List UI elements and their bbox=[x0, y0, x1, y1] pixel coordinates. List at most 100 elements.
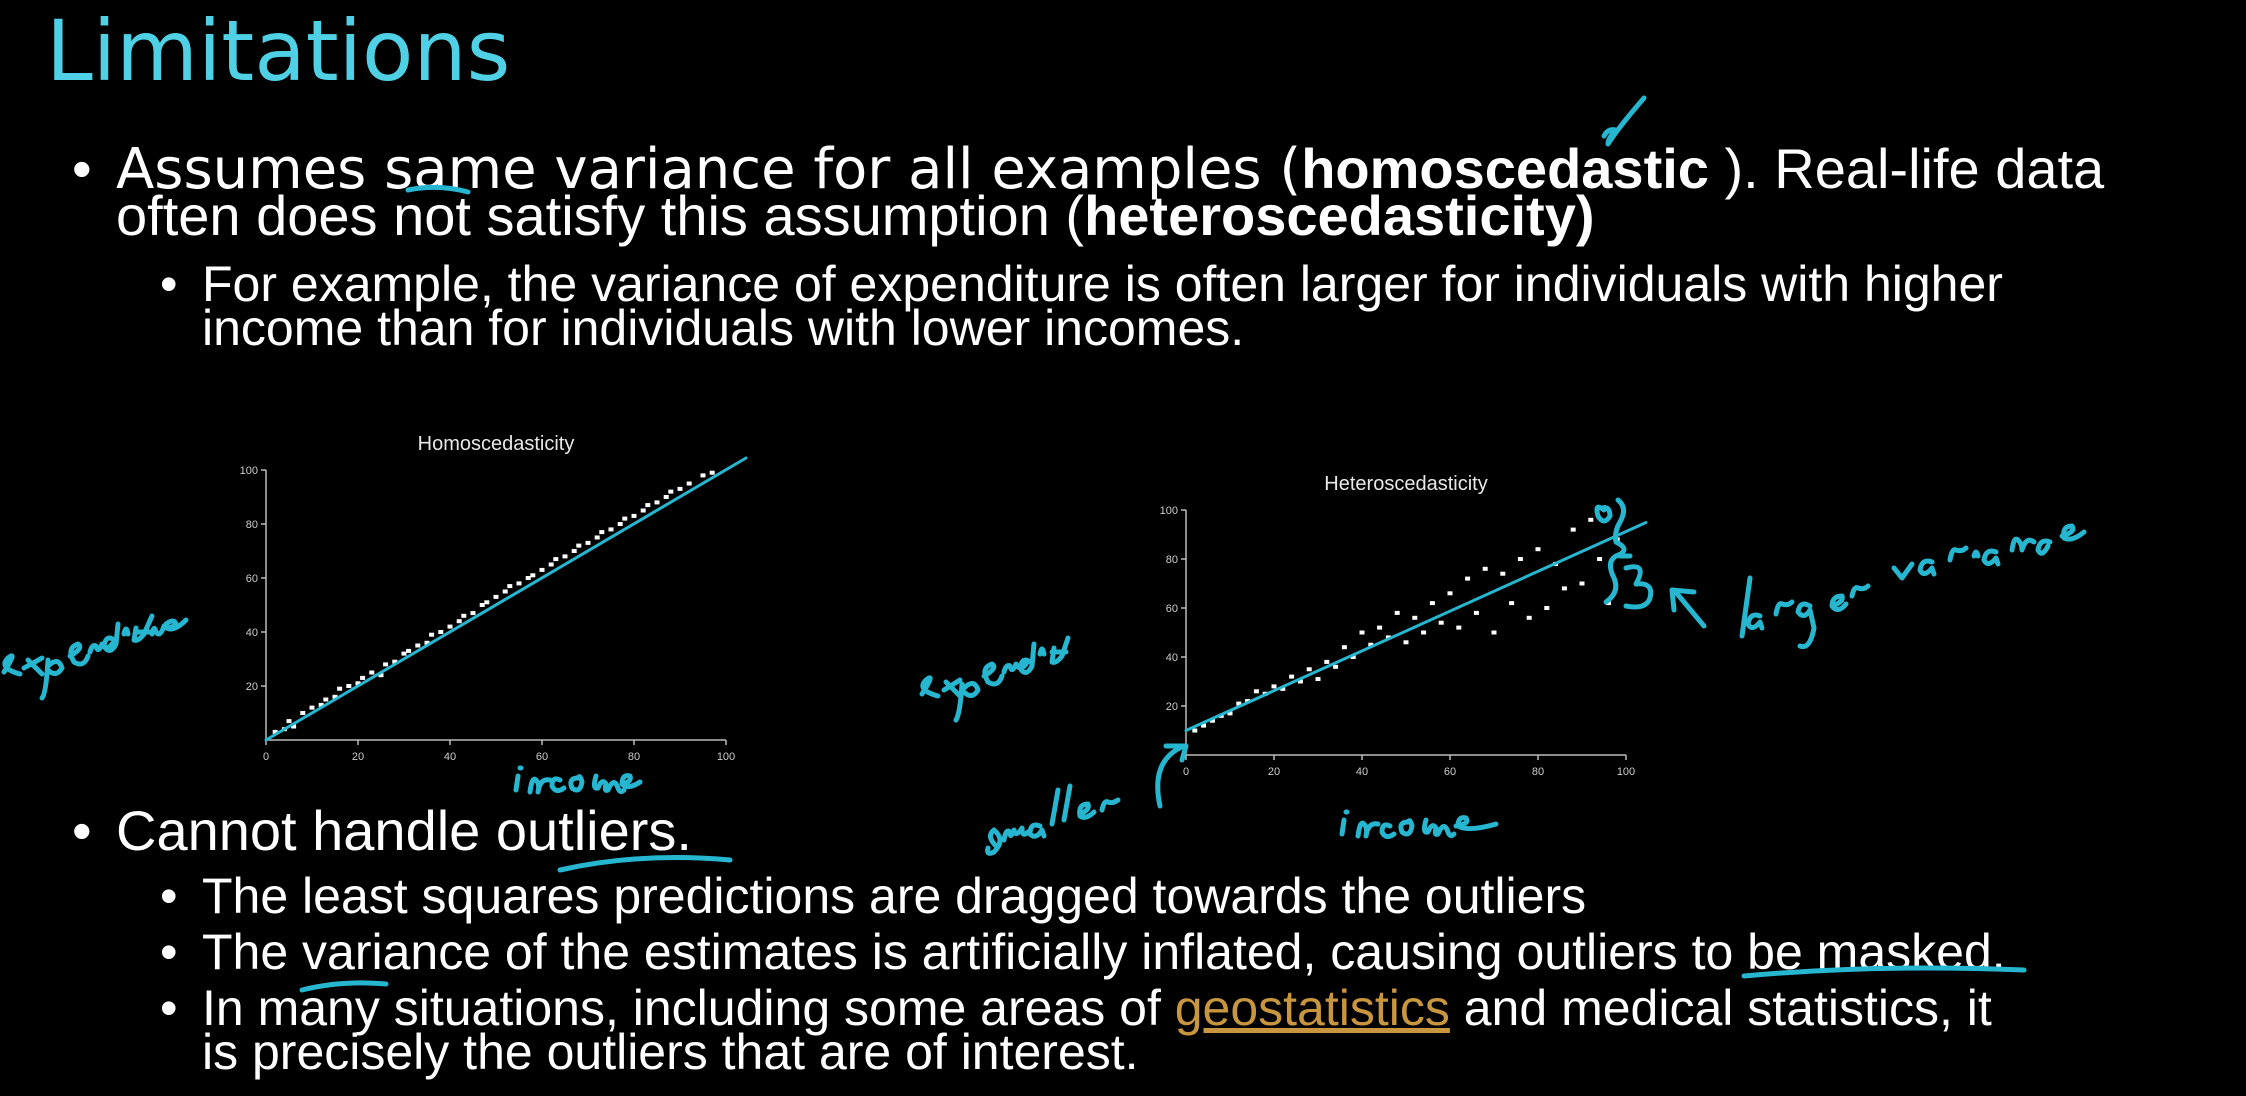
data-point bbox=[1473, 610, 1479, 615]
handwriting-income-right bbox=[1339, 809, 1499, 840]
bullet-line-2: often does not satisfy this assumption (… bbox=[116, 184, 1595, 247]
handwriting-larger-variance bbox=[1739, 523, 2087, 650]
data-point bbox=[1588, 517, 1594, 522]
x-tick-label: 100 bbox=[717, 751, 735, 763]
data-point bbox=[1491, 630, 1497, 635]
homoscedasticity-chart: Homoscedasticity 0 20 40 60 80 100 20 40 60 80 100 bbox=[230, 425, 770, 785]
data-point bbox=[1192, 728, 1198, 733]
data-point bbox=[1421, 630, 1427, 635]
x-tick-label: 80 bbox=[1532, 766, 1544, 778]
data-point bbox=[337, 686, 343, 691]
x-tick-label: 20 bbox=[352, 751, 364, 763]
y-tick-label: 60 bbox=[1166, 603, 1178, 615]
bullet-dot: • bbox=[160, 924, 178, 980]
data-point bbox=[1403, 640, 1409, 645]
x-tick-label: 40 bbox=[1356, 766, 1368, 778]
data-point bbox=[415, 643, 421, 648]
y-tick-label: 40 bbox=[246, 627, 258, 639]
x-tick-label: 0 bbox=[1183, 766, 1189, 778]
data-point bbox=[392, 659, 398, 664]
data-point bbox=[571, 549, 577, 553]
data-point bbox=[1429, 601, 1435, 606]
data-point bbox=[525, 576, 531, 580]
data-point bbox=[1597, 557, 1603, 561]
data-point bbox=[700, 473, 706, 478]
data-point bbox=[300, 711, 306, 715]
data-point bbox=[585, 540, 591, 545]
data-point bbox=[401, 651, 407, 656]
data-point bbox=[622, 516, 628, 521]
bullet-homoscedastic: • Assumes same variance for all examples… bbox=[72, 141, 2104, 247]
data-point bbox=[1297, 679, 1303, 684]
data-point bbox=[1227, 711, 1233, 716]
y-tick-label: 80 bbox=[246, 519, 258, 531]
bullet-outliers: • Cannot handle outliers. bbox=[72, 799, 692, 862]
x-tick-label: 40 bbox=[444, 751, 456, 763]
data-point bbox=[424, 640, 430, 645]
y-tick-label: 40 bbox=[1166, 652, 1178, 664]
data-point bbox=[1465, 576, 1471, 581]
data-point bbox=[406, 648, 412, 653]
sub-bullet-expenditure-example: • For example, the variance of expenditu… bbox=[160, 256, 2003, 356]
slide-title: Limitations bbox=[46, 2, 511, 100]
data-point bbox=[1482, 566, 1488, 571]
data-point bbox=[484, 600, 490, 605]
y-tick-label: 100 bbox=[240, 465, 258, 477]
trend-line bbox=[1184, 521, 1648, 732]
chart-title: Homoscedasticity bbox=[418, 433, 575, 455]
data-point bbox=[1377, 625, 1383, 630]
data-point bbox=[1359, 630, 1365, 635]
handwriting-smaller bbox=[985, 783, 1121, 856]
data-point bbox=[360, 675, 366, 680]
bullet-dot: • bbox=[160, 868, 178, 924]
y-tick-label: 20 bbox=[246, 681, 258, 693]
data-point bbox=[1544, 606, 1550, 610]
chart-title: Heteroscedasticity bbox=[1324, 473, 1487, 495]
data-point bbox=[272, 729, 278, 734]
bullet-dot: • bbox=[160, 980, 178, 1036]
x-tick-label: 0 bbox=[263, 751, 269, 763]
geostatistics-link[interactable]: geostatistics bbox=[1174, 980, 1450, 1036]
data-point bbox=[548, 562, 554, 567]
data-point bbox=[640, 508, 646, 513]
data-point bbox=[663, 495, 669, 499]
data-point bbox=[654, 500, 660, 505]
data-point bbox=[1315, 677, 1321, 682]
data-point bbox=[1253, 689, 1259, 694]
data-point bbox=[369, 670, 375, 675]
term-homoscedastic: homoscedastic bbox=[1301, 137, 1709, 200]
data-point bbox=[1306, 667, 1312, 672]
sub-bullet-masked: • The variance of the estimates is artif… bbox=[160, 924, 2006, 980]
data-point bbox=[438, 630, 444, 634]
data-point bbox=[562, 554, 568, 559]
data-point bbox=[470, 611, 476, 616]
data-point bbox=[1561, 586, 1567, 591]
data-point bbox=[493, 594, 499, 599]
y-tick-label: 20 bbox=[1166, 701, 1178, 713]
data-point bbox=[1280, 686, 1286, 691]
data-point bbox=[1535, 547, 1541, 552]
data-point bbox=[1333, 664, 1339, 669]
data-point bbox=[383, 662, 389, 667]
data-point bbox=[576, 543, 582, 548]
data-point bbox=[332, 694, 338, 699]
handwriting-expenditure-left bbox=[1, 613, 189, 701]
y-tick-label: 100 bbox=[1160, 505, 1178, 517]
data-point bbox=[346, 684, 352, 688]
data-point bbox=[539, 567, 545, 572]
data-point bbox=[286, 719, 292, 724]
data-point bbox=[1517, 557, 1523, 561]
data-point bbox=[1209, 718, 1215, 723]
data-point bbox=[1368, 642, 1374, 647]
data-point bbox=[1289, 674, 1295, 679]
sub-bullet-dragged: • The least squares predictions are drag… bbox=[160, 868, 1587, 924]
data-point bbox=[323, 697, 329, 702]
data-point bbox=[1570, 527, 1576, 532]
data-point bbox=[516, 581, 522, 586]
handwriting-expenditure-middle bbox=[919, 635, 1071, 723]
y-tick-label: 80 bbox=[1166, 554, 1178, 566]
data-point bbox=[1500, 571, 1506, 576]
data-point bbox=[479, 603, 485, 607]
data-point bbox=[1456, 625, 1462, 630]
data-point bbox=[631, 513, 637, 518]
